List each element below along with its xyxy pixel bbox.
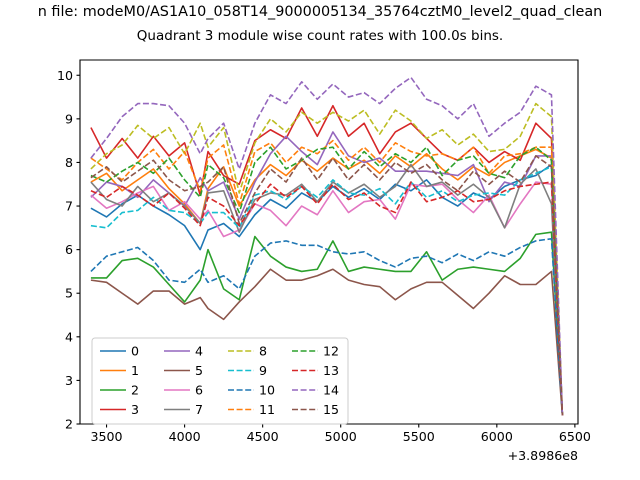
x-tick-label: 4000 <box>169 429 201 444</box>
data-lines-layer <box>90 76 564 416</box>
x-tick-label: 4500 <box>247 429 279 444</box>
legend-label-9: 9 <box>259 363 267 378</box>
data-series-9 <box>90 166 564 416</box>
y-tick-label: 7 <box>65 199 73 214</box>
legend-label-6: 6 <box>195 383 203 398</box>
data-series-5 <box>90 268 564 416</box>
data-series-12 <box>90 146 564 416</box>
legend-label-5: 5 <box>195 363 203 378</box>
y-tick-label: 8 <box>65 155 73 170</box>
data-series-1 <box>90 148 564 416</box>
x-axis-offset-text: +3.8986e8 <box>508 448 578 463</box>
data-series-3 <box>90 104 564 416</box>
data-series-11 <box>90 139 564 416</box>
x-tick-label: 6500 <box>559 429 591 444</box>
data-series-10 <box>90 237 564 416</box>
data-series-6 <box>90 181 564 416</box>
data-series-13 <box>90 181 564 416</box>
data-series-8 <box>90 102 564 416</box>
legend-label-8: 8 <box>259 344 267 359</box>
legend-label-2: 2 <box>131 383 139 398</box>
y-tick-label: 9 <box>65 111 73 126</box>
x-tick-label: 5000 <box>325 429 357 444</box>
y-tick-label: 10 <box>57 68 73 83</box>
legend-label-7: 7 <box>195 402 203 417</box>
x-tick-label: 3500 <box>91 429 123 444</box>
legend-label-1: 1 <box>131 363 139 378</box>
y-tick-label: 6 <box>65 242 73 257</box>
y-tick-label: 2 <box>65 417 73 432</box>
axes-title: Quadrant 3 module wise count rates with … <box>136 28 504 44</box>
x-axis-ticks: 3500 4000 4500 5000 5500 6000 6500 <box>91 424 591 444</box>
legend-label-15: 15 <box>323 402 339 417</box>
axes-spines <box>79 59 579 425</box>
legend-label-3: 3 <box>131 402 139 417</box>
legend-label-12: 12 <box>323 344 339 359</box>
x-offset-text: +3.8986e8 <box>508 448 578 463</box>
y-tick-label: 3 <box>65 373 73 388</box>
data-series-2 <box>90 231 564 416</box>
legend-label-0: 0 <box>131 344 139 359</box>
legend-label-4: 4 <box>195 344 203 359</box>
legend-label-10: 10 <box>259 383 275 398</box>
legend-label-11: 11 <box>259 402 275 417</box>
y-tick-label: 5 <box>65 286 73 301</box>
legend-label-14: 14 <box>323 383 339 398</box>
figure-suptitle: n file: modeM0/AS1A10_058T14_9000005134_… <box>37 4 603 20</box>
legend-label-13: 13 <box>323 363 339 378</box>
x-tick-label: 5500 <box>403 429 435 444</box>
y-axis-ticks: 2 3 4 5 6 7 8 9 10 <box>57 68 80 432</box>
y-tick-label: 4 <box>65 329 73 344</box>
x-tick-label: 6000 <box>481 429 513 444</box>
data-series-14 <box>90 76 564 416</box>
axes-frame <box>79 59 579 425</box>
legend-background <box>91 337 349 425</box>
data-series-15 <box>90 155 564 416</box>
